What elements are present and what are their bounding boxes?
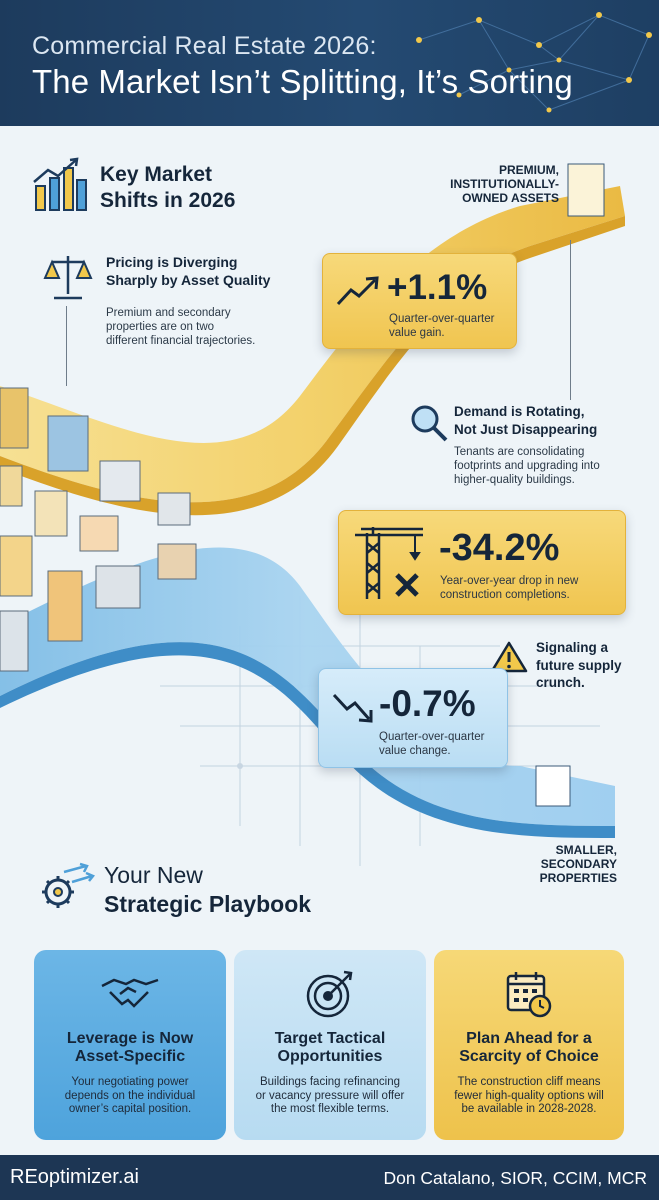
supply-line1: Signaling a xyxy=(536,640,609,655)
plan-title-line1: Plan Ahead for a xyxy=(466,1030,592,1047)
plan-desc-line1: The construction cliff means xyxy=(457,1076,601,1088)
target-title-line2: Opportunities xyxy=(277,1048,383,1065)
playbook-title: Your New Strategic Playbook xyxy=(104,861,311,919)
pricing-leader-line xyxy=(66,306,67,386)
construction-desc: Year-over-year drop in new construction … xyxy=(440,574,578,602)
playbook-card-title: Target Tactical Opportunities xyxy=(234,1030,426,1066)
footer: REoptimizer.ai Don Catalano, SIOR, CCIM,… xyxy=(0,1155,659,1200)
pricing-desc-line3: different financial trajectories. xyxy=(106,335,256,347)
secondary-label-line2: SECONDARY xyxy=(540,857,617,871)
plan-desc-line3: be available in 2028-2028. xyxy=(461,1103,597,1115)
construction-desc-line2: construction completions. xyxy=(440,589,570,601)
footer-author: Don Catalano, SIOR, CCIM, MCR xyxy=(383,1168,647,1188)
playbook-card-leverage: Leverage is Now Asset-Specific Your nego… xyxy=(34,950,226,1140)
city-buildings-icon xyxy=(0,163,605,807)
secondary-change-desc-line1: Quarter-over-quarter xyxy=(379,731,485,743)
gear-arrows-icon xyxy=(42,862,96,908)
header-banner: Commercial Real Estate 2026: The Market … xyxy=(0,0,659,126)
secondary-change-value: -0.7% xyxy=(379,683,476,724)
playbook-card-desc: The construction cliff means fewer high-… xyxy=(434,1076,624,1117)
demand-title-line1: Demand is Rotating, xyxy=(454,404,585,419)
playbook-title-line2: Strategic Playbook xyxy=(104,891,312,917)
demand-desc: Tenants are consolidating footprints and… xyxy=(454,445,600,487)
playbook-title-line1: Your New xyxy=(104,862,203,888)
secondary-properties-label: SMALLER, SECONDARY PROPERTIES xyxy=(540,843,617,885)
leverage-title-line1: Leverage is Now xyxy=(66,1030,194,1047)
premium-gain-value: +1.1% xyxy=(387,268,488,307)
secondary-label-line1: SMALLER, xyxy=(555,843,617,857)
secondary-change-desc: Quarter-over-quarter value change. xyxy=(379,730,484,758)
demand-desc-line3: higher-quality buildings. xyxy=(454,474,575,486)
pricing-desc-line2: properties are on two xyxy=(106,321,215,333)
demand-title-line2: Not Just Disappearing xyxy=(454,422,598,437)
demand-desc-line2: footprints and upgrading into xyxy=(454,460,600,472)
secondary-label-line3: PROPERTIES xyxy=(539,871,617,885)
playbook-card-target: Target Tactical Opportunities Buildings … xyxy=(234,950,426,1140)
premium-gain-desc: Quarter-over-quarter value gain. xyxy=(389,312,494,340)
leverage-desc-line3: owner’s capital position. xyxy=(68,1103,192,1115)
pricing-title-line1: Pricing is Diverging xyxy=(106,254,238,270)
footer-brand[interactable]: REoptimizer.ai xyxy=(10,1166,139,1188)
header-title: The Market Isn’t Splitting, It’s Sorting xyxy=(32,63,573,100)
network-decoration-icon xyxy=(416,12,652,113)
pricing-title: Pricing is Diverging Sharply by Asset Qu… xyxy=(106,253,270,289)
demand-title: Demand is Rotating, Not Just Disappearin… xyxy=(454,403,597,439)
supply-crunch-text: Signaling a future supply crunch. xyxy=(536,639,622,692)
supply-line3: crunch. xyxy=(536,675,585,690)
crane-icon xyxy=(355,527,423,599)
scales-icon xyxy=(43,256,93,300)
construction-desc-line1: Year-over-year drop in new xyxy=(440,575,579,587)
secondary-change-desc-line2: value change. xyxy=(379,745,451,757)
bar-chart-trend-icon xyxy=(33,157,87,211)
plan-title-line2: Scarcity of Choice xyxy=(459,1048,599,1065)
leverage-desc-line1: Your negotiating power xyxy=(71,1076,189,1088)
playbook-card-title: Plan Ahead for a Scarcity of Choice xyxy=(434,1030,624,1066)
demand-desc-line1: Tenants are consolidating xyxy=(454,446,585,458)
playbook-card-desc: Buildings facing refinancing or vacancy … xyxy=(234,1076,426,1117)
pricing-desc: Premium and secondary properties are on … xyxy=(106,306,255,348)
premium-gain-desc-line1: Quarter-over-quarter xyxy=(389,313,495,325)
pricing-title-line2: Sharply by Asset Quality xyxy=(106,272,271,288)
construction-value: -34.2% xyxy=(439,527,560,569)
premium-label-line2: INSTITUTIONALLY- xyxy=(450,177,559,191)
key-shifts-title: Key Market Shifts in 2026 xyxy=(100,162,235,214)
target-desc-line2: or vacancy pressure will offer xyxy=(255,1089,405,1102)
calendar-clock-icon xyxy=(506,972,552,1018)
header-subtitle: Commercial Real Estate 2026: xyxy=(32,32,377,60)
trend-up-arrow-icon xyxy=(336,276,379,306)
magnifier-icon xyxy=(411,405,448,442)
construction-card: -34.2% Year-over-year drop in new constr… xyxy=(338,510,626,615)
premium-label-line1: PREMIUM, xyxy=(499,163,559,177)
premium-gain-card: +1.1% Quarter-over-quarter value gain. xyxy=(322,253,517,349)
premium-assets-label: PREMIUM, INSTITUTIONALLY- OWNED ASSETS xyxy=(450,163,559,205)
premium-label-line3: OWNED ASSETS xyxy=(462,191,559,205)
leverage-desc-line2: depends on the individual xyxy=(64,1089,196,1102)
playbook-card-title: Leverage is Now Asset-Specific xyxy=(34,1030,226,1066)
leverage-title-line2: Asset-Specific xyxy=(74,1048,186,1065)
premium-leader-line xyxy=(570,240,571,400)
handshake-icon xyxy=(101,978,159,1008)
premium-gain-desc-line2: value gain. xyxy=(389,327,445,339)
playbook-card-plan: Plan Ahead for a Scarcity of Choice The … xyxy=(434,950,624,1140)
target-desc-line1: Buildings facing refinancing xyxy=(259,1076,400,1088)
target-icon xyxy=(306,970,353,1018)
supply-line2: future supply xyxy=(536,657,622,673)
target-title-line1: Target Tactical xyxy=(274,1030,386,1047)
key-shifts-title-line2: Shifts in 2026 xyxy=(100,189,236,212)
target-desc-line3: the most flexible terms. xyxy=(270,1103,390,1115)
warning-icon xyxy=(490,641,528,673)
key-shifts-title-line1: Key Market xyxy=(100,163,213,186)
plan-desc-line2: fewer high-quality options will xyxy=(454,1089,604,1102)
playbook-card-desc: Your negotiating power depends on the in… xyxy=(34,1076,226,1117)
pricing-desc-line1: Premium and secondary xyxy=(106,307,231,319)
trend-down-arrow-icon xyxy=(332,693,373,723)
secondary-change-card: -0.7% Quarter-over-quarter value change. xyxy=(318,668,508,768)
